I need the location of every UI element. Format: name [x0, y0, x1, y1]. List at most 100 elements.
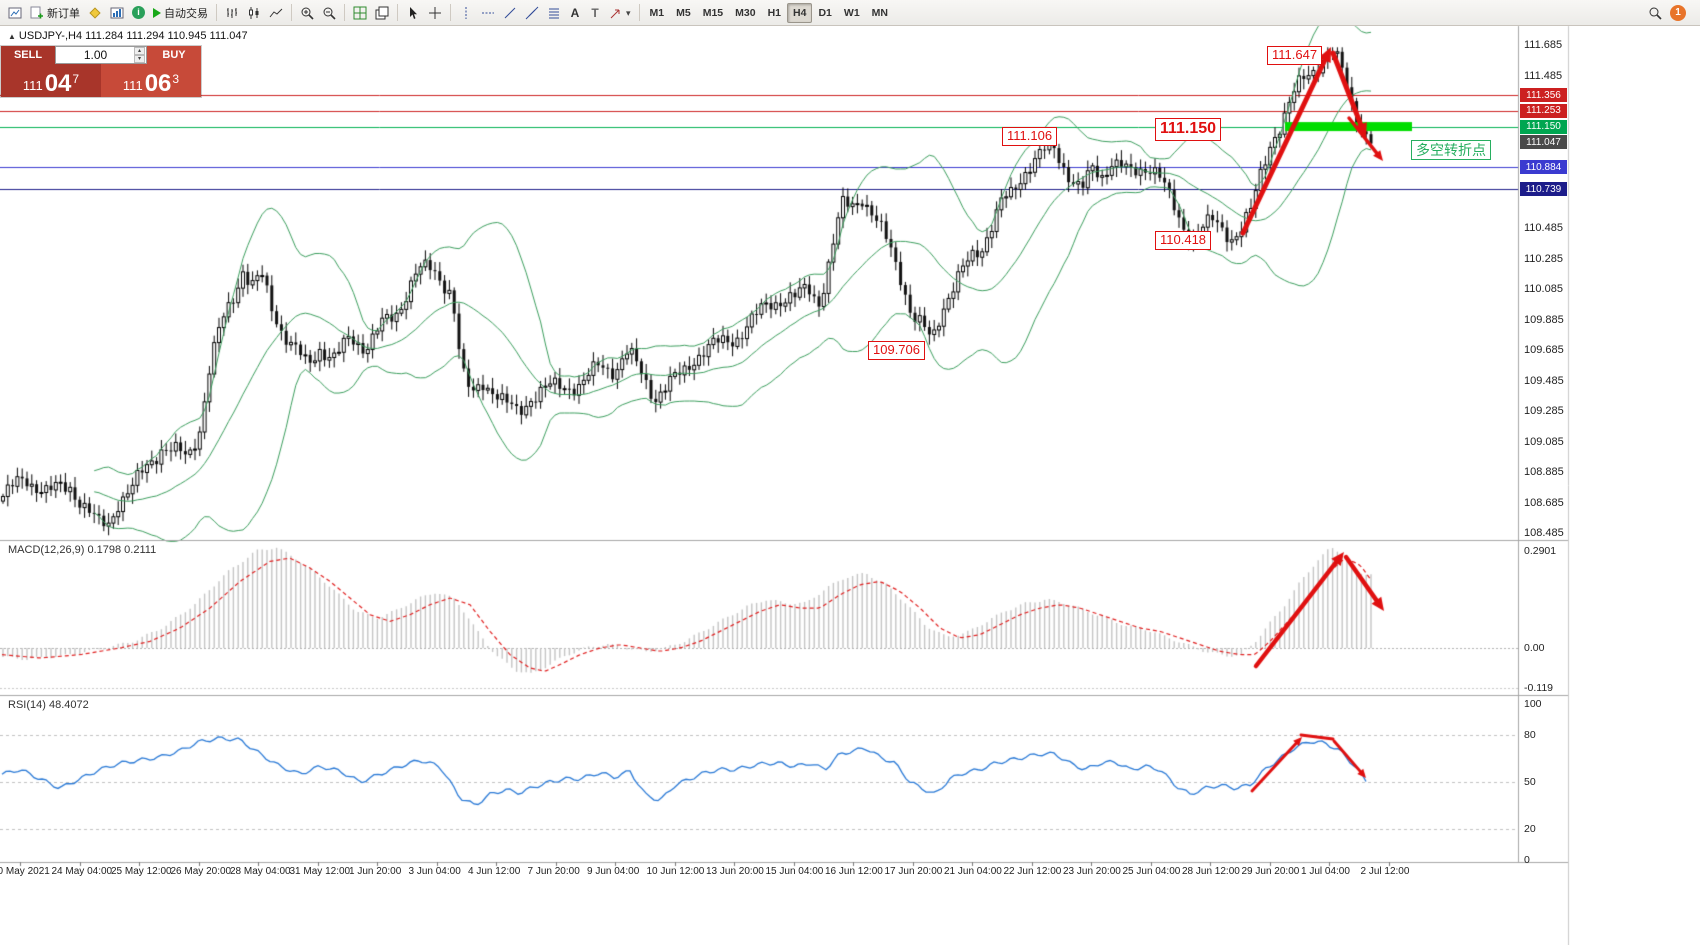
sell-price-prefix: 111: [22, 78, 43, 93]
channel-button[interactable]: [521, 3, 543, 23]
new-order-button[interactable]: 新订单: [26, 3, 84, 23]
notification-badge[interactable]: 1: [1670, 4, 1686, 21]
sell-price-big: 04: [44, 70, 72, 97]
price-tag: 111.253: [1520, 103, 1567, 118]
terminal-button[interactable]: [106, 3, 128, 23]
text-button[interactable]: [565, 3, 585, 23]
price-tag: 110.739: [1520, 182, 1567, 197]
time-axis-label: 9 Jun 04:00: [587, 866, 640, 877]
line-chart-button[interactable]: [265, 3, 287, 23]
ohlc-text: USDJPY-,H4 111.284 111.294 110.945 111.0…: [18, 30, 248, 42]
fibonacci-button[interactable]: [543, 3, 565, 23]
new-order-icon: [30, 6, 44, 20]
arrow-object-icon: [609, 6, 623, 20]
crosshair-button[interactable]: [424, 3, 446, 23]
buy-price-sup: 3: [172, 72, 180, 86]
timeframe-m30[interactable]: M30: [729, 3, 761, 23]
zoom-in-button[interactable]: [296, 3, 318, 23]
toolbar-separator: [216, 4, 217, 21]
time-axis-label: 2 Jul 12:00: [1360, 866, 1410, 877]
volume-down-icon[interactable]: [134, 55, 145, 63]
auto-trading-button[interactable]: 自动交易: [149, 3, 212, 23]
help-button[interactable]: [128, 3, 149, 23]
cursor-button[interactable]: [402, 3, 424, 23]
price-annotation[interactable]: 111.647: [1267, 46, 1323, 65]
time-axis-label: 1 Jun 20:00: [349, 866, 402, 877]
price-annotation[interactable]: 110.418: [1155, 231, 1212, 250]
rsi-axis-label: 0: [1524, 854, 1530, 866]
price-axis-label: 111.685: [1524, 39, 1563, 51]
price-axis-label: 109.885: [1524, 313, 1564, 326]
trendline-icon: [503, 6, 517, 20]
buy-button[interactable]: BUY: [147, 46, 201, 64]
line-chart-icon: [269, 6, 283, 20]
time-axis-label: 28 May 04:00: [230, 866, 291, 877]
candlestick-chart-button[interactable]: [243, 3, 265, 23]
play-icon: [153, 7, 161, 18]
timeframe-mn[interactable]: MN: [866, 3, 894, 23]
timeframe-h1[interactable]: H1: [762, 3, 787, 23]
timeframe-m5[interactable]: M5: [670, 3, 697, 23]
rsi-label: RSI(14) 48.4072: [8, 699, 89, 711]
zoom-in-icon: [300, 6, 314, 20]
time-axis-label: 24 May 04:00: [51, 866, 113, 877]
tile-windows-button[interactable]: [349, 3, 371, 23]
timeframe-w1[interactable]: W1: [838, 3, 866, 23]
price-annotation[interactable]: 111.150: [1155, 118, 1222, 141]
timeframe-m1[interactable]: M1: [644, 3, 671, 23]
macd-label: MACD(12,26,9) 0.1798 0.2111: [8, 544, 157, 556]
symbol-tick-icon: ▲: [8, 32, 16, 41]
rsi-axis-label: 80: [1524, 729, 1536, 742]
time-axis-label: 3 Jun 04:00: [408, 866, 461, 877]
price-axis-label: 109.085: [1524, 435, 1564, 448]
time-axis-label: 10 Jun 12:00: [646, 866, 705, 877]
time-axis-label: 26 May 20:00: [170, 866, 232, 877]
search-icon: [1648, 6, 1662, 20]
sell-price-sup: 7: [72, 72, 80, 86]
volume-value[interactable]: 1.00: [83, 48, 108, 62]
fibonacci-icon: [547, 6, 561, 20]
timeframe-d1[interactable]: D1: [812, 3, 837, 23]
zoom-out-button[interactable]: [318, 3, 340, 23]
time-axis-label: 22 Jun 12:00: [1003, 866, 1062, 877]
price-axis-label: 108.685: [1524, 496, 1564, 509]
trendline-button[interactable]: [499, 3, 521, 23]
vertical-line-button[interactable]: [455, 3, 477, 23]
price-annotation[interactable]: 111.106: [1002, 127, 1058, 146]
price-axis-label: 110.085: [1524, 283, 1563, 295]
price-axis-label: 108.485: [1524, 527, 1564, 539]
price-axis-label: 109.285: [1524, 405, 1564, 417]
macd-axis-label: 0.00: [1524, 642, 1545, 654]
text-label-icon: [591, 6, 598, 20]
buy-price[interactable]: 111 06 3: [101, 64, 201, 97]
price-tag: 110.884: [1520, 160, 1567, 175]
metaeditor-button[interactable]: [84, 3, 106, 23]
toolbar-separator: [291, 4, 292, 21]
volume-up-icon[interactable]: [134, 47, 145, 55]
volume-field[interactable]: 1.00: [55, 46, 147, 64]
price-axis-label: 109.685: [1524, 344, 1564, 356]
zoom-out-icon: [322, 6, 336, 20]
text-label-button[interactable]: [585, 3, 605, 23]
price-axis-label: 110.485: [1524, 222, 1563, 234]
toolbar-separator: [450, 4, 451, 21]
cascade-windows-button[interactable]: [371, 3, 393, 23]
price-axis-label: 110.285: [1524, 252, 1563, 265]
time-axis-label: 16 Jun 12:00: [825, 866, 883, 877]
price-axis-label: 109.485: [1524, 374, 1564, 387]
text-icon: [571, 6, 580, 20]
new-chart-button[interactable]: [4, 3, 26, 23]
horizontal-line-button[interactable]: [477, 3, 499, 23]
dropdown-caret-icon: [626, 7, 631, 19]
arrow-objects-button[interactable]: [605, 3, 635, 23]
sell-button[interactable]: SELL: [1, 46, 55, 64]
turning-point-label[interactable]: 多空转折点: [1411, 140, 1491, 161]
rsi-axis-label: 20: [1524, 822, 1536, 835]
sell-price[interactable]: 111 04 7: [1, 64, 101, 97]
bar-chart-button[interactable]: [221, 3, 243, 23]
timeframe-h4[interactable]: H4: [787, 2, 813, 23]
search-button[interactable]: [1644, 3, 1666, 23]
timeframe-m15[interactable]: M15: [697, 3, 729, 23]
price-annotation[interactable]: 109.706: [868, 341, 925, 360]
